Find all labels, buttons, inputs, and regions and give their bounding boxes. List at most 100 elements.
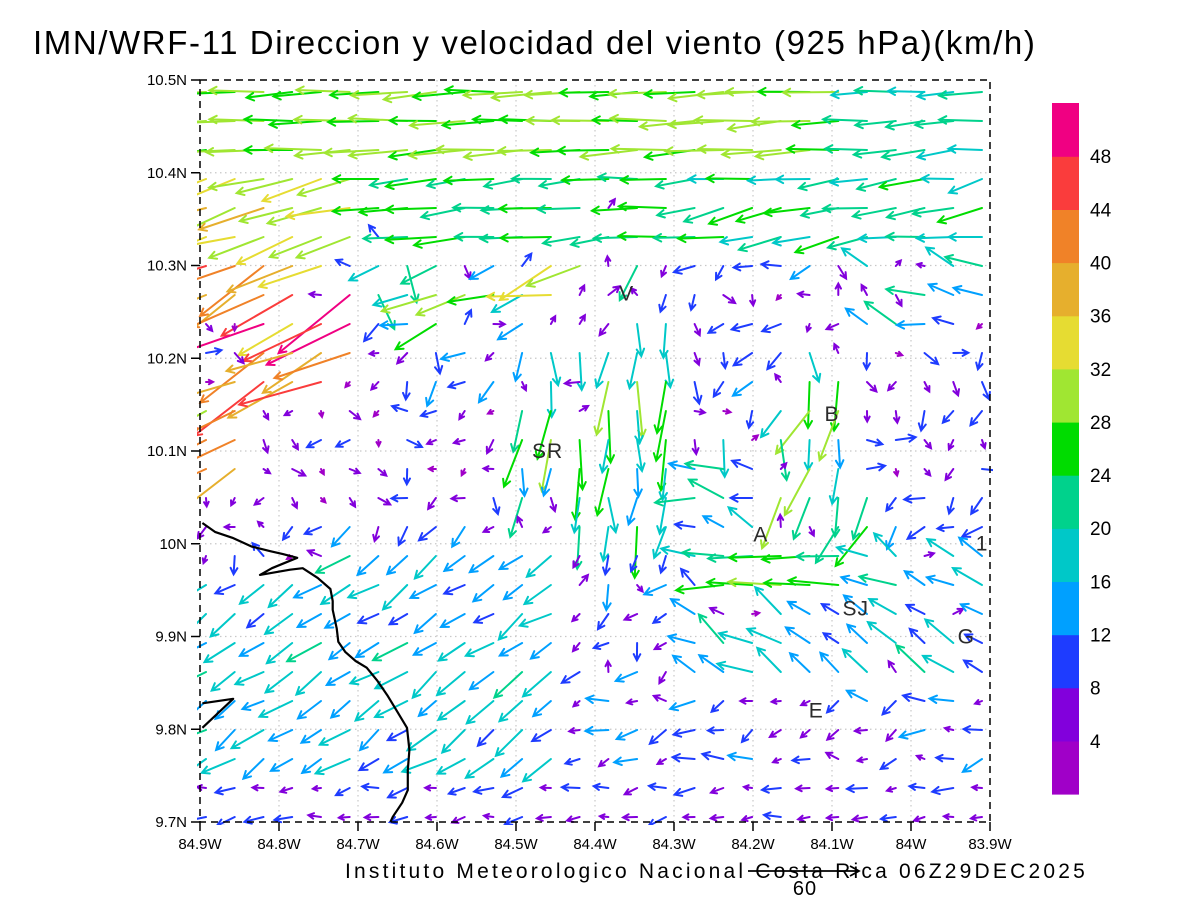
wind-arrow — [463, 265, 472, 281]
wind-arrow — [262, 439, 270, 455]
lon-tick-label: 84.8W — [257, 836, 301, 853]
wind-arrow — [975, 323, 983, 330]
wind-arrow — [197, 410, 236, 431]
wind-arrow — [637, 120, 696, 131]
wind-arrow — [681, 813, 696, 821]
wind-arrow — [383, 234, 437, 245]
wind-arrow — [494, 729, 524, 758]
wind-arrow — [434, 144, 495, 155]
wind-arrow — [626, 352, 639, 391]
wind-arrow — [399, 265, 437, 285]
wind-arrow — [310, 785, 322, 792]
wind-arrow — [263, 143, 322, 154]
wind-arrow — [642, 89, 696, 99]
wind-arrow — [210, 671, 236, 692]
wind-arrow — [636, 439, 646, 474]
wind-arrow — [736, 236, 782, 253]
colorbar-tick-label: 24 — [1090, 466, 1112, 487]
wind-arrow — [330, 206, 380, 216]
wind-arrow — [762, 578, 811, 588]
wind-arrow — [371, 294, 409, 308]
wind-arrow — [463, 642, 495, 658]
wind-arrow — [372, 410, 380, 418]
wind-arrow — [577, 439, 587, 492]
wind-arrow — [229, 555, 239, 577]
wind-arrow — [776, 512, 785, 528]
wind-arrow — [597, 813, 610, 820]
wind-arrow — [276, 294, 351, 355]
wind-arrow — [834, 526, 868, 568]
wind-arrow — [658, 555, 667, 575]
wind-arrow — [867, 597, 897, 615]
wind-arrow — [886, 381, 897, 392]
wind-arrow — [607, 284, 622, 296]
chart-title: IMN/WRF-11 Direccion y velocidad del vie… — [33, 24, 1037, 61]
coastline-group — [201, 522, 411, 823]
wind-arrow — [362, 813, 380, 822]
wind-arrow — [229, 729, 265, 750]
wind-arrow — [841, 648, 868, 673]
wind-arrow — [935, 523, 955, 533]
wind-arrow — [197, 613, 207, 625]
wind-arrow — [571, 700, 581, 708]
wind-arrow — [936, 207, 983, 225]
wind-arrow — [718, 236, 754, 246]
wind-arrow — [307, 290, 322, 299]
wind-arrow — [651, 233, 696, 243]
wind-arrow — [197, 410, 207, 418]
wind-arrow — [468, 671, 495, 691]
wind-arrow — [726, 506, 754, 528]
wind-arrow — [373, 700, 409, 719]
wind-arrow — [425, 381, 437, 408]
wind-arrow — [402, 468, 411, 487]
wind-arrow — [387, 115, 437, 126]
wind-arrow — [305, 549, 322, 557]
wind-arrow — [267, 119, 322, 129]
footer-credit: Instituto Meteorologico Nacional Costa R… — [345, 860, 1089, 883]
wind-arrow — [559, 783, 581, 792]
wind-arrow — [238, 642, 265, 657]
wind-arrow — [893, 468, 900, 478]
wind-arrow — [379, 294, 437, 314]
lon-tick-label: 84.6W — [415, 836, 459, 853]
lon-tick-label: 84.9W — [178, 836, 222, 853]
wind-arrow — [943, 254, 983, 267]
wind-arrow — [402, 381, 411, 402]
wind-arrow — [917, 410, 927, 433]
lon-tick-label: 83.9W — [968, 836, 1012, 853]
wind-arrow — [654, 178, 696, 190]
wind-arrow — [562, 378, 581, 387]
wind-arrow — [877, 178, 926, 191]
wind-arrow — [197, 758, 207, 767]
wind-arrow — [358, 729, 380, 752]
wind-arrow — [497, 613, 524, 641]
wind-arrow — [375, 439, 382, 449]
wind-arrow — [759, 410, 782, 439]
wind-arrow — [598, 439, 610, 475]
wind-arrow — [968, 814, 983, 822]
wind-arrow — [383, 204, 437, 215]
wind-arrow — [464, 758, 495, 780]
wind-arrow — [198, 352, 265, 404]
wind-arrow — [726, 577, 782, 588]
wind-arrow — [952, 607, 965, 615]
wind-arrow — [378, 320, 409, 330]
coastline-inlet — [201, 697, 235, 729]
wind-arrow — [405, 729, 437, 752]
wind-arrow — [620, 813, 639, 822]
wind-arrow — [498, 233, 552, 243]
wind-arrow — [692, 115, 754, 125]
wind-arrow — [674, 584, 725, 595]
wind-arrow — [509, 174, 552, 184]
wind-arrow — [470, 114, 524, 125]
wind-arrow — [437, 642, 466, 662]
axis-ticks — [191, 79, 991, 831]
wind-arrow — [357, 758, 380, 772]
wind-arrow — [760, 323, 782, 334]
wind-arrow — [960, 526, 983, 538]
wind-arrow — [680, 548, 725, 558]
wind-arrow — [969, 410, 983, 427]
wind-arrow — [594, 468, 610, 518]
wind-arrow — [313, 758, 351, 776]
lat-tick-label: 9.8N — [155, 721, 187, 738]
